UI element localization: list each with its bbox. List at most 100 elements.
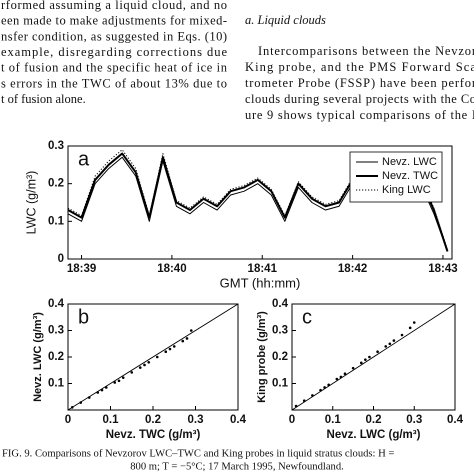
y-tick-label: 0.1	[272, 378, 289, 390]
legend-label: Nevz. TWC	[382, 170, 438, 182]
scatter-point	[302, 399, 306, 403]
x-axis-label: Nevz. LWC (g/m³)	[327, 429, 421, 441]
x-axis-label: GMT (hh:mm)	[220, 275, 301, 290]
body-line: example, disregarding corrections due	[1, 45, 227, 59]
scatter-point	[70, 406, 74, 409]
legend-label: King LWC	[382, 184, 431, 196]
x-tick-label: 0.3	[406, 414, 422, 426]
x-tick-label: 18:40	[157, 263, 186, 275]
scatter-point	[147, 361, 151, 364]
scatter-point	[388, 342, 392, 346]
y-tick-label: 0.3	[48, 140, 64, 152]
scatter-point	[408, 326, 412, 330]
legend: Nevz. LWC Nevz. TWC King LWC	[349, 151, 443, 203]
scatter-point	[400, 333, 404, 337]
scatter-point	[113, 381, 117, 384]
scatter-point	[189, 329, 193, 332]
y-tick-label: 0	[58, 253, 64, 265]
y-tick-label: 0.4	[272, 298, 289, 310]
body-line: t of fusion alone.	[1, 92, 86, 106]
y-tick-label: 0.2	[272, 351, 288, 363]
scatter-point	[104, 386, 108, 389]
x-tick-label: 18:43	[428, 263, 457, 275]
scatter-point	[376, 350, 379, 354]
figure-panel: 0.1 0.2 0.3 0.4 0 0.1 0.2 0.3 0.4 Nevz. LWC (g/m³…	[256, 298, 464, 441]
scatter-point	[311, 394, 314, 397]
body-line: een made to make adjustments for mixed-	[1, 14, 227, 28]
y-tick-label: 0.1	[48, 378, 65, 390]
figure-caption: 800 m; T = −5°C; 17 March 1995, Newfound…	[130, 461, 344, 472]
scatter-point	[343, 372, 347, 375]
scatter-point	[185, 337, 189, 340]
x-tick-label: 0.1	[325, 414, 342, 426]
scatter-point	[327, 383, 330, 387]
scatter-point	[130, 371, 134, 374]
scatter-point	[335, 377, 339, 381]
legend-label: Nevz. LWC	[382, 156, 437, 168]
scatter-point	[164, 350, 168, 354]
body-line: s errors in the TWC of about 13% due to	[1, 76, 227, 90]
y-tick-label: 0.1	[48, 215, 65, 227]
x-tick-label: 0.4	[447, 414, 464, 426]
one-to-one-line	[291, 303, 456, 411]
scatter-point	[319, 388, 322, 392]
body-line: t of fusion and the specific heat of ice…	[1, 61, 228, 75]
x-tick-label: 18:39	[67, 263, 96, 275]
scatter-point	[351, 366, 355, 370]
scatter-point	[138, 366, 142, 369]
scatter-point	[96, 391, 100, 394]
y-tick-label: 0.3	[272, 325, 288, 337]
figure-caption: FIG. 9. Comparisons of Nevzorov LWC–TWC …	[2, 448, 394, 459]
y-tick-label: 0.2	[48, 178, 64, 190]
y-tick-label: 0.2	[48, 351, 64, 363]
scatter-point	[294, 404, 298, 408]
scatter-point	[79, 401, 83, 404]
section-heading: a. Liquid clouds	[245, 13, 326, 27]
plot-frame	[67, 145, 453, 260]
one-to-one-line	[67, 303, 239, 411]
body-line: nsfer condition, as suggested in Eqs. (1…	[1, 29, 227, 43]
body-line: clouds during several projects with the …	[245, 92, 474, 106]
scatter-point	[384, 345, 388, 348]
scatter-point	[121, 376, 125, 379]
y-tick-label: 0.3	[48, 325, 64, 337]
x-tick-label: 18:41	[248, 263, 278, 275]
x-axis-label: Nevz. TWC (g/m³)	[106, 429, 201, 441]
panel-label: c	[302, 306, 312, 328]
figure-panel: 0.1 0.2 0.3 0.4 0 0.1 0.2 0.3 0.4 Nevz. TWC (g/m³…	[32, 298, 247, 441]
panel-label: a	[78, 148, 90, 170]
y-axis-label: Nevz. LWC (g/m³)	[32, 312, 44, 402]
scatter-point	[339, 375, 343, 379]
scatter-point	[359, 361, 363, 365]
body-line: trometer Probe (FSSP) have been perfor	[245, 76, 474, 90]
x-tick-label: 0.4	[230, 414, 247, 426]
scatter-point	[155, 355, 159, 359]
x-tick-label: 0.3	[188, 414, 204, 426]
scatter-point	[172, 345, 176, 348]
panel-label: b	[78, 306, 89, 328]
scatter-point	[143, 363, 146, 367]
scatter-point	[368, 355, 371, 359]
scatter-point	[181, 339, 185, 343]
x-tick-label: 18:42	[338, 263, 367, 275]
body-line: Intercomparisons between the Nevzor	[258, 44, 474, 58]
body-line: King probe, and the PMS Forward Sca	[245, 60, 474, 74]
y-axis-label: LWC (g/m³)	[24, 171, 38, 235]
scatter-point	[87, 396, 91, 399]
y-axis-label: King probe (g/m³)	[256, 311, 268, 403]
scatter-point	[117, 379, 121, 383]
y-tick-label: 0.4	[48, 298, 65, 310]
scatter-point	[392, 339, 396, 342]
x-tick-label: 0.2	[145, 414, 161, 426]
scatter-point	[364, 358, 367, 361]
body-line: ure 9 shows typical comparisons of the I	[245, 108, 474, 122]
scatter-point	[100, 388, 104, 392]
x-tick-label: 0	[65, 414, 71, 426]
x-tick-label: 0.2	[366, 414, 382, 426]
scatter-point	[168, 347, 172, 351]
scatter-point	[412, 321, 416, 324]
figure-panel: 0 0.1 0.2 0.3 18:39 18:40 18:41 18:42 18:43 GMT (…	[24, 140, 457, 290]
x-tick-label: 0	[289, 414, 295, 426]
